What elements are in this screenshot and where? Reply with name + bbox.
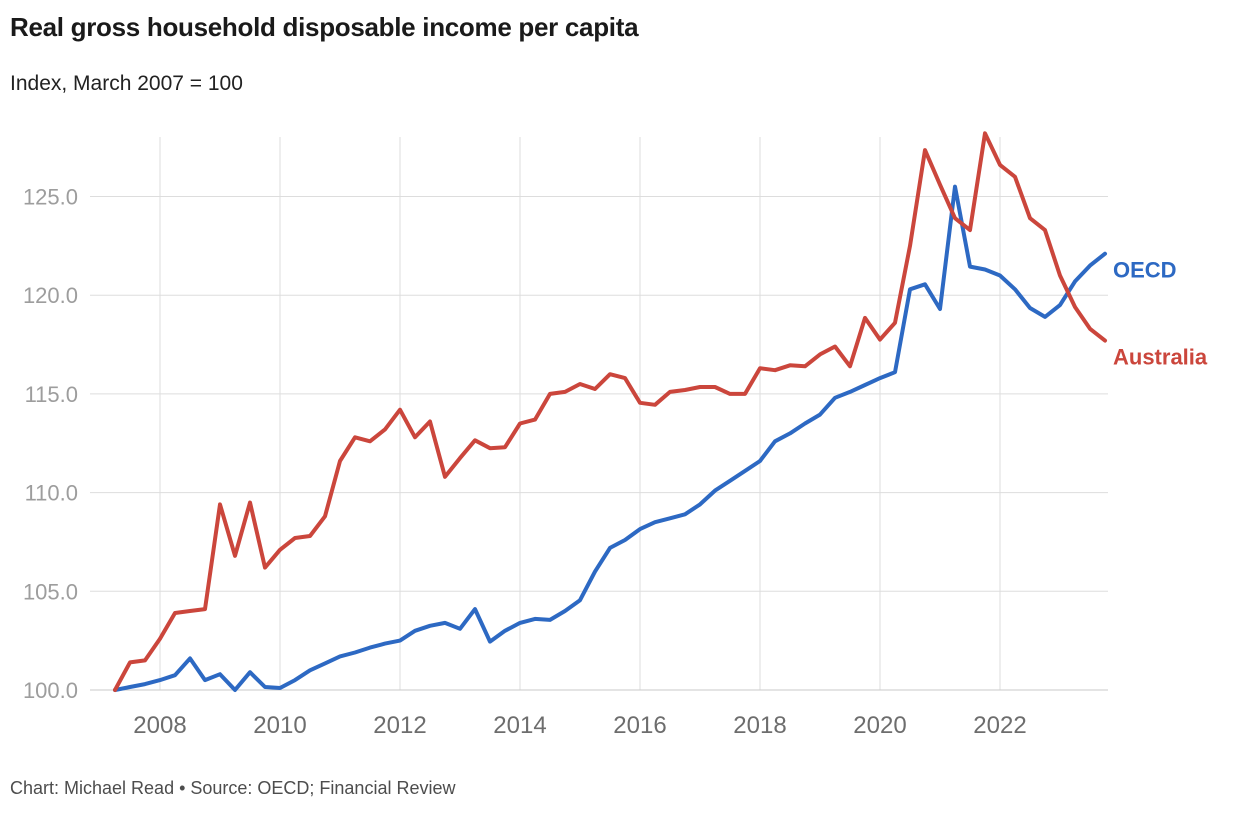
y-axis-tick-label: 125.0 — [23, 185, 78, 210]
y-axis-tick-label: 100.0 — [23, 678, 78, 703]
chart-source: Chart: Michael Read • Source: OECD; Fina… — [10, 778, 456, 798]
series-label-australia: Australia — [1113, 345, 1208, 370]
y-axis-tick-label: 120.0 — [23, 283, 78, 308]
chart-title: Real gross household disposable income p… — [10, 12, 639, 42]
x-axis-tick-label: 2022 — [973, 712, 1026, 739]
y-axis-tick-label: 115.0 — [25, 382, 78, 407]
x-axis-tick-label: 2020 — [853, 712, 906, 739]
x-axis-tick-label: 2010 — [253, 712, 306, 739]
x-axis-tick-label: 2018 — [733, 712, 786, 739]
series-line-oecd — [113, 184, 1107, 692]
x-axis-tick-label: 2014 — [493, 712, 546, 739]
x-axis-tick-label: 2016 — [613, 712, 666, 739]
y-axis-tick-label: 110.0 — [25, 481, 78, 506]
x-axis-tick-label: 2008 — [133, 712, 186, 739]
chart-subtitle: Index, March 2007 = 100 — [10, 72, 243, 95]
series-line-australia — [113, 131, 1107, 692]
series-label-oecd: OECD — [1113, 258, 1177, 283]
y-axis-tick-label: 105.0 — [23, 579, 78, 604]
x-axis-tick-label: 2012 — [373, 712, 426, 739]
